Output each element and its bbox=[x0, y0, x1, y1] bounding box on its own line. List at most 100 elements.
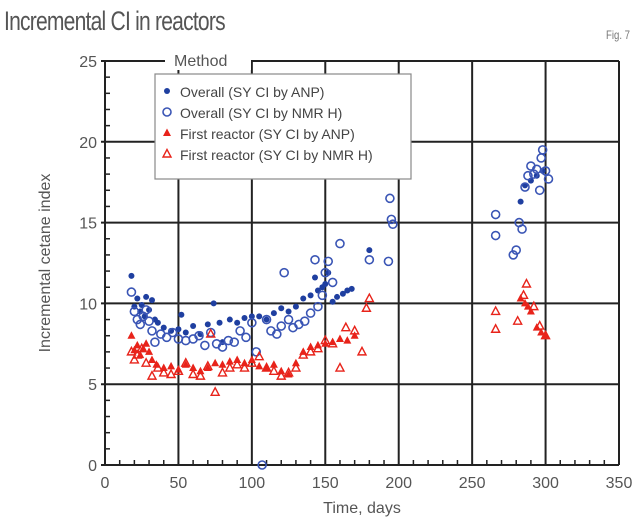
data-point bbox=[290, 362, 302, 372]
data-point bbox=[313, 301, 323, 312]
data-point bbox=[127, 331, 136, 339]
data-point bbox=[142, 339, 151, 347]
data-point bbox=[388, 219, 398, 230]
data-point bbox=[256, 313, 263, 320]
data-point bbox=[300, 295, 307, 302]
data-point bbox=[178, 311, 185, 318]
y-axis-label: Incremental cetane index bbox=[37, 174, 54, 353]
data-point bbox=[147, 326, 157, 336]
data-point bbox=[246, 357, 258, 367]
data-point bbox=[247, 317, 257, 328]
data-point bbox=[200, 340, 210, 351]
data-point bbox=[490, 305, 501, 316]
figure-label: Fig. 7 bbox=[605, 28, 630, 42]
data-point bbox=[540, 166, 551, 176]
data-point bbox=[283, 314, 294, 325]
x-tick-label: 200 bbox=[385, 475, 412, 492]
data-point bbox=[335, 238, 345, 249]
x-tick-label: 0 bbox=[101, 475, 110, 492]
x-tick-label: 300 bbox=[532, 475, 559, 492]
data-point bbox=[190, 323, 197, 330]
data-point bbox=[528, 300, 539, 311]
data-point bbox=[523, 170, 533, 181]
data-point bbox=[229, 337, 240, 347]
data-point bbox=[254, 350, 265, 361]
data-point bbox=[235, 326, 245, 336]
data-point bbox=[128, 272, 135, 279]
data-point bbox=[320, 267, 331, 278]
data-point bbox=[248, 313, 255, 320]
data-point bbox=[251, 347, 262, 357]
data-point bbox=[272, 329, 282, 339]
data-point bbox=[317, 290, 328, 301]
data-point bbox=[537, 145, 548, 155]
data-point bbox=[356, 345, 368, 356]
data-point bbox=[262, 363, 271, 372]
data-point bbox=[531, 164, 542, 175]
data-point bbox=[217, 366, 228, 377]
data-point bbox=[146, 370, 158, 380]
data-point bbox=[187, 368, 199, 379]
data-point bbox=[270, 310, 277, 317]
data-point bbox=[136, 350, 145, 359]
data-point bbox=[216, 319, 223, 326]
data-point bbox=[518, 289, 529, 300]
data-point bbox=[209, 386, 221, 396]
legend-marker bbox=[161, 148, 173, 158]
data-point bbox=[366, 247, 373, 254]
legend-box bbox=[154, 73, 412, 180]
data-point bbox=[180, 357, 191, 367]
data-point bbox=[269, 360, 278, 368]
data-point bbox=[541, 331, 550, 339]
data-point bbox=[263, 316, 270, 323]
data-point bbox=[534, 320, 545, 330]
data-point bbox=[132, 349, 143, 359]
data-point bbox=[217, 342, 228, 352]
data-point bbox=[292, 303, 299, 310]
data-point bbox=[147, 355, 156, 363]
data-point bbox=[276, 321, 287, 331]
data-point bbox=[298, 349, 309, 359]
y-tick-label: 25 bbox=[79, 54, 97, 71]
data-point bbox=[334, 293, 341, 300]
x-tick-label: 350 bbox=[606, 475, 633, 492]
data-point bbox=[285, 308, 292, 315]
x-tick-label: 100 bbox=[239, 475, 266, 492]
data-point bbox=[490, 230, 501, 241]
data-point bbox=[167, 327, 178, 338]
data-point bbox=[521, 278, 532, 288]
data-point bbox=[218, 360, 227, 368]
data-point bbox=[312, 342, 324, 353]
data-point bbox=[226, 316, 233, 323]
data-point bbox=[386, 214, 397, 225]
data-point bbox=[211, 358, 220, 367]
data-point bbox=[154, 319, 161, 326]
data-point bbox=[343, 336, 352, 344]
data-point bbox=[141, 305, 151, 315]
data-point bbox=[350, 331, 359, 339]
legend-title-bg bbox=[165, 50, 251, 70]
data-point bbox=[327, 277, 338, 288]
data-point bbox=[126, 345, 137, 356]
data-point bbox=[255, 361, 264, 370]
data-point bbox=[327, 337, 338, 348]
data-point bbox=[195, 370, 206, 380]
data-point bbox=[182, 329, 189, 336]
data-point bbox=[232, 358, 243, 369]
legend-entry: Overall (SY CI by NMR H) bbox=[180, 105, 342, 121]
data-point bbox=[126, 287, 137, 297]
data-point bbox=[348, 285, 355, 292]
data-point bbox=[134, 295, 141, 302]
data-point bbox=[225, 357, 234, 365]
data-point bbox=[520, 182, 530, 192]
legend-marker bbox=[162, 107, 172, 117]
chart-title: Incremental CI in reactors bbox=[4, 6, 226, 36]
y-tick-label: 10 bbox=[79, 296, 97, 313]
data-point bbox=[261, 362, 272, 372]
data-point bbox=[189, 363, 198, 372]
data-point bbox=[364, 292, 375, 303]
data-point bbox=[511, 245, 522, 255]
data-point bbox=[135, 319, 146, 330]
